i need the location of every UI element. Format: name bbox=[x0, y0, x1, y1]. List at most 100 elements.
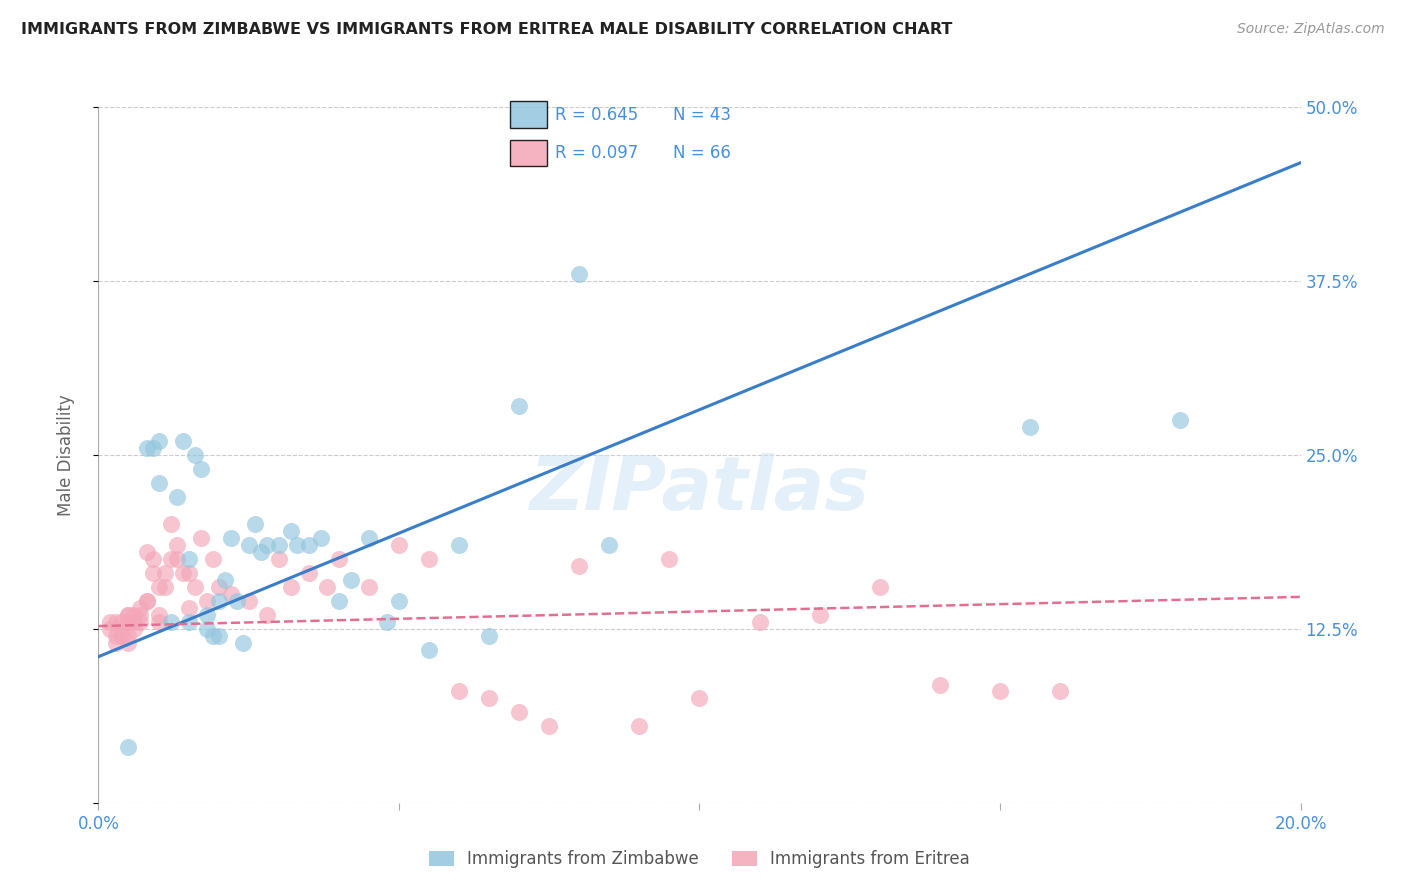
Point bbox=[141, 552, 163, 566]
Point bbox=[129, 601, 152, 615]
Point bbox=[195, 622, 218, 636]
Point bbox=[328, 552, 350, 566]
Point bbox=[135, 594, 157, 608]
Point bbox=[201, 552, 224, 566]
Point bbox=[238, 538, 260, 552]
Point bbox=[183, 448, 205, 462]
Point bbox=[309, 532, 332, 546]
Point bbox=[166, 490, 188, 504]
Point bbox=[238, 594, 260, 608]
Point bbox=[117, 615, 139, 629]
Point bbox=[568, 559, 591, 574]
Point bbox=[159, 552, 181, 566]
Point bbox=[232, 636, 254, 650]
Point bbox=[280, 580, 302, 594]
Point bbox=[190, 462, 212, 476]
Point bbox=[124, 622, 146, 636]
Point bbox=[195, 607, 218, 622]
Point bbox=[418, 552, 440, 566]
Point bbox=[148, 580, 170, 594]
Point bbox=[658, 552, 681, 566]
Point bbox=[100, 615, 122, 629]
Point bbox=[357, 532, 380, 546]
FancyBboxPatch shape bbox=[510, 140, 547, 166]
Point bbox=[117, 607, 139, 622]
Text: R = 0.097: R = 0.097 bbox=[555, 144, 638, 162]
Point bbox=[598, 538, 620, 552]
Point bbox=[375, 615, 398, 629]
FancyBboxPatch shape bbox=[510, 102, 547, 128]
Point bbox=[201, 629, 224, 643]
Text: N = 66: N = 66 bbox=[673, 144, 731, 162]
Point bbox=[117, 740, 139, 755]
Point bbox=[478, 629, 501, 643]
Point bbox=[190, 532, 212, 546]
Point bbox=[129, 615, 152, 629]
Point bbox=[172, 566, 194, 581]
Point bbox=[177, 552, 200, 566]
Point bbox=[1170, 413, 1192, 427]
Point bbox=[256, 538, 278, 552]
Point bbox=[388, 594, 411, 608]
Point bbox=[219, 587, 242, 601]
Text: ZIPatlas: ZIPatlas bbox=[530, 453, 869, 526]
Point bbox=[538, 719, 561, 733]
Point bbox=[508, 706, 530, 720]
Point bbox=[177, 566, 200, 581]
Point bbox=[117, 636, 139, 650]
Point bbox=[105, 629, 128, 643]
Text: Source: ZipAtlas.com: Source: ZipAtlas.com bbox=[1237, 22, 1385, 37]
Point bbox=[208, 580, 231, 594]
Point bbox=[267, 552, 290, 566]
Point bbox=[159, 517, 181, 532]
Point bbox=[689, 691, 711, 706]
Point bbox=[298, 566, 321, 581]
Point bbox=[117, 607, 139, 622]
Point bbox=[195, 594, 218, 608]
Point bbox=[418, 642, 440, 657]
Point bbox=[280, 524, 302, 539]
Point bbox=[315, 580, 337, 594]
Y-axis label: Male Disability: Male Disability bbox=[56, 394, 75, 516]
Point bbox=[357, 580, 380, 594]
Point bbox=[124, 615, 146, 629]
Point bbox=[177, 615, 200, 629]
Point bbox=[340, 573, 363, 587]
Point bbox=[111, 622, 134, 636]
Point bbox=[148, 434, 170, 448]
Point bbox=[267, 538, 290, 552]
Point bbox=[111, 629, 134, 643]
Point bbox=[135, 441, 157, 455]
Point bbox=[447, 684, 470, 698]
Point bbox=[249, 545, 271, 559]
Point bbox=[141, 566, 163, 581]
Point bbox=[159, 615, 181, 629]
Point bbox=[117, 629, 139, 643]
Text: N = 43: N = 43 bbox=[673, 105, 731, 124]
Point bbox=[100, 622, 122, 636]
Point bbox=[447, 538, 470, 552]
Point bbox=[225, 594, 247, 608]
Point bbox=[148, 607, 170, 622]
Point bbox=[153, 566, 176, 581]
Point bbox=[135, 545, 157, 559]
Legend: Immigrants from Zimbabwe, Immigrants from Eritrea: Immigrants from Zimbabwe, Immigrants fro… bbox=[422, 843, 977, 874]
Point bbox=[177, 601, 200, 615]
Point bbox=[1049, 684, 1071, 698]
Point bbox=[219, 532, 242, 546]
Point bbox=[111, 615, 134, 629]
Text: R = 0.645: R = 0.645 bbox=[555, 105, 638, 124]
Point bbox=[508, 399, 530, 413]
Point bbox=[748, 615, 770, 629]
Point bbox=[135, 594, 157, 608]
Point bbox=[148, 615, 170, 629]
Point bbox=[298, 538, 321, 552]
Point bbox=[285, 538, 308, 552]
Text: IMMIGRANTS FROM ZIMBABWE VS IMMIGRANTS FROM ERITREA MALE DISABILITY CORRELATION : IMMIGRANTS FROM ZIMBABWE VS IMMIGRANTS F… bbox=[21, 22, 952, 37]
Point bbox=[929, 677, 952, 691]
Point bbox=[153, 580, 176, 594]
Point bbox=[243, 517, 266, 532]
Point bbox=[208, 629, 231, 643]
Point bbox=[628, 719, 651, 733]
Point bbox=[388, 538, 411, 552]
